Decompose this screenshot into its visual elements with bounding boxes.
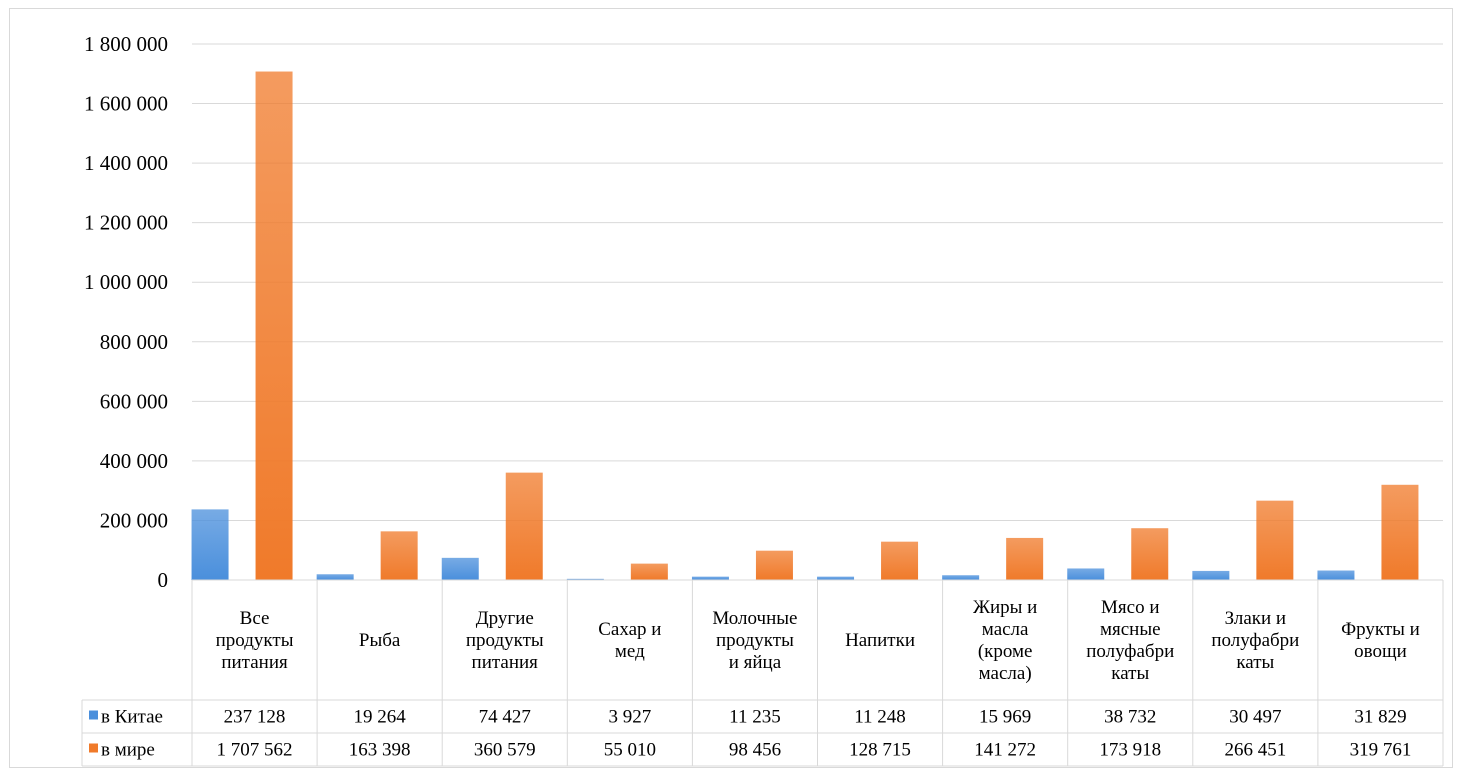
category-label: мясные [1100,619,1161,640]
data-label: 141 272 [974,740,1036,761]
data-label: 237 128 [224,707,286,728]
category-label: продукты [466,630,544,651]
data-label: 31 829 [1354,707,1406,728]
category-label: Напитки [845,630,915,651]
bar-world [255,71,293,580]
category-label: Злаки и [1225,608,1287,629]
category-label: Рыба [359,630,401,651]
legend-swatch [89,710,98,720]
y-tick-label: 400 000 [100,449,168,473]
category-label: масла [982,619,1029,640]
data-label: 11 235 [729,707,781,728]
category-label: (кроме [978,641,1033,662]
bar-china [316,574,354,580]
bar-world [380,531,418,580]
category-label: Молочные [712,608,797,629]
bar-world [505,472,543,580]
data-label: 266 451 [1224,740,1286,761]
data-label: 74 427 [479,707,531,728]
bar-china [1317,570,1355,580]
y-tick-label: 1 400 000 [84,151,168,175]
category-label: Фрукты и [1341,619,1420,640]
y-tick-label: 1 800 000 [84,32,168,56]
bar-world [755,550,793,580]
y-tick-label: 1 200 000 [84,211,168,235]
category-label: каты [1111,663,1149,684]
bar-china [441,557,479,580]
y-tick-label: 1 600 000 [84,92,168,116]
data-label: 360 579 [474,740,536,761]
data-label: 163 398 [349,740,411,761]
bar-world [1006,537,1044,580]
data-label: 98 456 [729,740,781,761]
y-tick-label: 600 000 [100,389,168,413]
category-label: и яйца [729,652,782,673]
category-label: Другие [476,608,534,629]
category-label: полуфабри [1086,641,1174,662]
bar-china [691,576,729,580]
category-label: продукты [216,630,294,651]
category-label: овощи [1354,641,1407,662]
bar-world [1381,484,1419,580]
category-label: Сахар и [598,619,661,640]
y-tick-label: 1 000 000 [84,270,168,294]
y-tick-label: 0 [158,568,169,592]
y-tick-label: 800 000 [100,330,168,354]
bar-world [630,563,668,580]
chart-frame [9,8,1453,768]
category-label: мед [615,641,645,662]
category-label: масла) [979,663,1032,684]
category-label: полуфабри [1211,630,1299,651]
bar-world [1131,528,1169,580]
data-label: 128 715 [849,740,911,761]
data-label: 38 732 [1104,707,1156,728]
category-label: каты [1236,652,1274,673]
bar-china [1067,568,1105,580]
data-label: 55 010 [604,740,656,761]
data-label: 11 248 [854,707,906,728]
y-tick-label: 200 000 [100,508,168,532]
data-label: 3 927 [608,707,651,728]
bar-world [881,541,919,580]
data-label: 173 918 [1099,740,1161,761]
bar-china [191,509,229,580]
category-label: Мясо и [1101,597,1159,618]
category-label: питания [472,652,539,673]
data-label: 19 264 [354,707,407,728]
data-label: 30 497 [1229,707,1281,728]
data-label: 1 707 562 [217,740,293,761]
bar-china [942,575,980,580]
bar-china [566,578,604,580]
category-label: Жиры и [973,597,1037,618]
bar-world [1256,500,1294,580]
bar-china [817,576,855,580]
legend-label: в мире [101,740,155,761]
category-label: продукты [716,630,794,651]
legend-swatch [89,743,98,753]
category-label: питания [221,652,288,673]
data-label: 319 761 [1350,740,1412,761]
category-label: Все [240,608,270,629]
data-label: 15 969 [979,707,1031,728]
bar-china [1192,570,1230,580]
legend-label: в Китае [101,707,163,728]
